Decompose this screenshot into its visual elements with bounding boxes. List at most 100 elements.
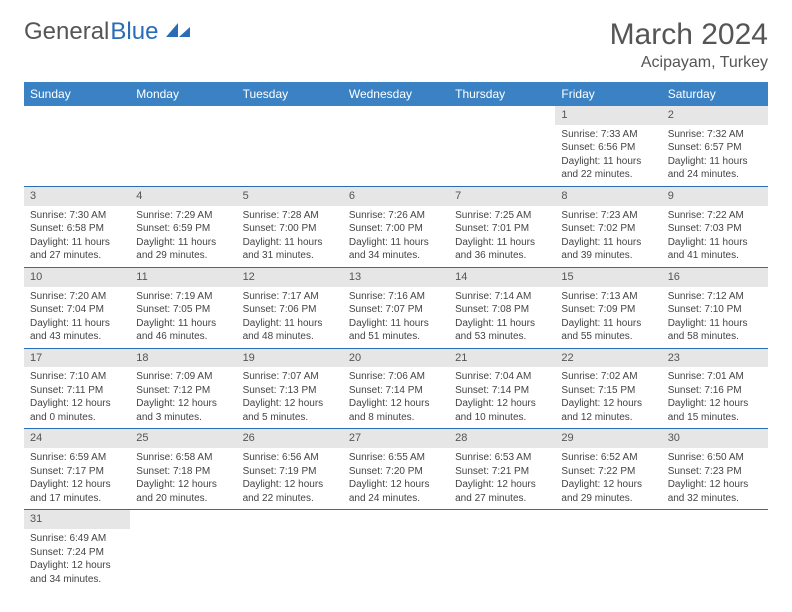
day-body: Sunrise: 7:23 AMSunset: 7:02 PMDaylight:… <box>555 206 661 267</box>
sunrise-text: Sunrise: 6:50 AM <box>668 451 762 465</box>
calendar-cell: 16Sunrise: 7:12 AMSunset: 7:10 PMDayligh… <box>662 267 768 348</box>
day-body: Sunrise: 6:56 AMSunset: 7:19 PMDaylight:… <box>237 448 343 509</box>
day-number: 16 <box>662 268 768 287</box>
day-number: 10 <box>24 268 130 287</box>
day-number: 20 <box>343 349 449 368</box>
calendar-header-row: Sunday Monday Tuesday Wednesday Thursday… <box>24 82 768 106</box>
daylight-text: Daylight: 11 hours and 34 minutes. <box>349 236 443 263</box>
sunrise-text: Sunrise: 7:22 AM <box>668 209 762 223</box>
sunset-text: Sunset: 7:14 PM <box>455 384 549 398</box>
calendar-cell <box>449 510 555 590</box>
day-number: 9 <box>662 187 768 206</box>
sunset-text: Sunset: 7:08 PM <box>455 303 549 317</box>
day-number: 14 <box>449 268 555 287</box>
sunset-text: Sunset: 7:03 PM <box>668 222 762 236</box>
calendar-cell <box>662 510 768 590</box>
daylight-text: Daylight: 12 hours and 24 minutes. <box>349 478 443 505</box>
sunset-text: Sunset: 7:11 PM <box>30 384 124 398</box>
calendar-row: 10Sunrise: 7:20 AMSunset: 7:04 PMDayligh… <box>24 267 768 348</box>
logo-text-2: Blue <box>110 18 158 46</box>
day-number: 1 <box>555 106 661 125</box>
daylight-text: Daylight: 11 hours and 24 minutes. <box>668 155 762 182</box>
sunrise-text: Sunrise: 7:20 AM <box>30 290 124 304</box>
daylight-text: Daylight: 12 hours and 20 minutes. <box>136 478 230 505</box>
sunset-text: Sunset: 7:22 PM <box>561 465 655 479</box>
sunset-text: Sunset: 7:14 PM <box>349 384 443 398</box>
sunrise-text: Sunrise: 7:17 AM <box>243 290 337 304</box>
sunset-text: Sunset: 7:24 PM <box>30 546 124 560</box>
daylight-text: Daylight: 11 hours and 22 minutes. <box>561 155 655 182</box>
calendar-cell: 31Sunrise: 6:49 AMSunset: 7:24 PMDayligh… <box>24 510 130 590</box>
calendar-cell: 18Sunrise: 7:09 AMSunset: 7:12 PMDayligh… <box>130 348 236 429</box>
calendar-cell: 25Sunrise: 6:58 AMSunset: 7:18 PMDayligh… <box>130 429 236 510</box>
day-body: Sunrise: 7:25 AMSunset: 7:01 PMDaylight:… <box>449 206 555 267</box>
calendar-cell: 27Sunrise: 6:55 AMSunset: 7:20 PMDayligh… <box>343 429 449 510</box>
calendar-cell <box>555 510 661 590</box>
sunset-text: Sunset: 7:16 PM <box>668 384 762 398</box>
day-body: Sunrise: 7:16 AMSunset: 7:07 PMDaylight:… <box>343 287 449 348</box>
calendar-cell: 1Sunrise: 7:33 AMSunset: 6:56 PMDaylight… <box>555 106 661 186</box>
day-body: Sunrise: 7:06 AMSunset: 7:14 PMDaylight:… <box>343 367 449 428</box>
day-number: 30 <box>662 429 768 448</box>
weekday-header: Wednesday <box>343 82 449 106</box>
day-number: 3 <box>24 187 130 206</box>
sunset-text: Sunset: 7:13 PM <box>243 384 337 398</box>
sunrise-text: Sunrise: 7:13 AM <box>561 290 655 304</box>
sunset-text: Sunset: 7:12 PM <box>136 384 230 398</box>
calendar-cell <box>24 106 130 186</box>
sunrise-text: Sunrise: 7:07 AM <box>243 370 337 384</box>
calendar-cell: 22Sunrise: 7:02 AMSunset: 7:15 PMDayligh… <box>555 348 661 429</box>
day-body: Sunrise: 7:17 AMSunset: 7:06 PMDaylight:… <box>237 287 343 348</box>
day-number: 27 <box>343 429 449 448</box>
calendar-row: 1Sunrise: 7:33 AMSunset: 6:56 PMDaylight… <box>24 106 768 186</box>
day-number: 5 <box>237 187 343 206</box>
calendar-cell <box>449 106 555 186</box>
day-body: Sunrise: 7:28 AMSunset: 7:00 PMDaylight:… <box>237 206 343 267</box>
month-title: March 2024 <box>610 18 768 52</box>
sunrise-text: Sunrise: 6:52 AM <box>561 451 655 465</box>
sunset-text: Sunset: 7:07 PM <box>349 303 443 317</box>
sunrise-text: Sunrise: 7:12 AM <box>668 290 762 304</box>
daylight-text: Daylight: 11 hours and 53 minutes. <box>455 317 549 344</box>
daylight-text: Daylight: 11 hours and 55 minutes. <box>561 317 655 344</box>
calendar-cell: 24Sunrise: 6:59 AMSunset: 7:17 PMDayligh… <box>24 429 130 510</box>
calendar-row: 31Sunrise: 6:49 AMSunset: 7:24 PMDayligh… <box>24 510 768 590</box>
calendar-cell <box>343 106 449 186</box>
day-body: Sunrise: 7:13 AMSunset: 7:09 PMDaylight:… <box>555 287 661 348</box>
daylight-text: Daylight: 11 hours and 46 minutes. <box>136 317 230 344</box>
calendar-cell: 17Sunrise: 7:10 AMSunset: 7:11 PMDayligh… <box>24 348 130 429</box>
daylight-text: Daylight: 12 hours and 3 minutes. <box>136 397 230 424</box>
day-body: Sunrise: 7:30 AMSunset: 6:58 PMDaylight:… <box>24 206 130 267</box>
day-body: Sunrise: 7:01 AMSunset: 7:16 PMDaylight:… <box>662 367 768 428</box>
logo-text-1: General <box>24 18 109 46</box>
daylight-text: Daylight: 11 hours and 27 minutes. <box>30 236 124 263</box>
day-body: Sunrise: 7:26 AMSunset: 7:00 PMDaylight:… <box>343 206 449 267</box>
sunset-text: Sunset: 7:09 PM <box>561 303 655 317</box>
calendar-cell: 8Sunrise: 7:23 AMSunset: 7:02 PMDaylight… <box>555 186 661 267</box>
day-number: 31 <box>24 510 130 529</box>
sunset-text: Sunset: 7:05 PM <box>136 303 230 317</box>
daylight-text: Daylight: 12 hours and 17 minutes. <box>30 478 124 505</box>
weekday-header: Thursday <box>449 82 555 106</box>
logo: GeneralBlue <box>24 18 192 46</box>
sunset-text: Sunset: 7:23 PM <box>668 465 762 479</box>
day-body: Sunrise: 6:52 AMSunset: 7:22 PMDaylight:… <box>555 448 661 509</box>
day-body: Sunrise: 7:02 AMSunset: 7:15 PMDaylight:… <box>555 367 661 428</box>
calendar-cell: 5Sunrise: 7:28 AMSunset: 7:00 PMDaylight… <box>237 186 343 267</box>
sunrise-text: Sunrise: 7:28 AM <box>243 209 337 223</box>
daylight-text: Daylight: 11 hours and 31 minutes. <box>243 236 337 263</box>
sunset-text: Sunset: 7:00 PM <box>349 222 443 236</box>
sunrise-text: Sunrise: 6:53 AM <box>455 451 549 465</box>
daylight-text: Daylight: 12 hours and 10 minutes. <box>455 397 549 424</box>
sunset-text: Sunset: 7:01 PM <box>455 222 549 236</box>
weekday-header: Friday <box>555 82 661 106</box>
calendar-cell: 20Sunrise: 7:06 AMSunset: 7:14 PMDayligh… <box>343 348 449 429</box>
daylight-text: Daylight: 11 hours and 48 minutes. <box>243 317 337 344</box>
calendar-cell: 3Sunrise: 7:30 AMSunset: 6:58 PMDaylight… <box>24 186 130 267</box>
calendar-page: GeneralBlue March 2024 Acipayam, Turkey … <box>0 0 792 608</box>
sunrise-text: Sunrise: 7:01 AM <box>668 370 762 384</box>
sunset-text: Sunset: 7:20 PM <box>349 465 443 479</box>
sunset-text: Sunset: 6:59 PM <box>136 222 230 236</box>
sunrise-text: Sunrise: 7:02 AM <box>561 370 655 384</box>
daylight-text: Daylight: 11 hours and 43 minutes. <box>30 317 124 344</box>
